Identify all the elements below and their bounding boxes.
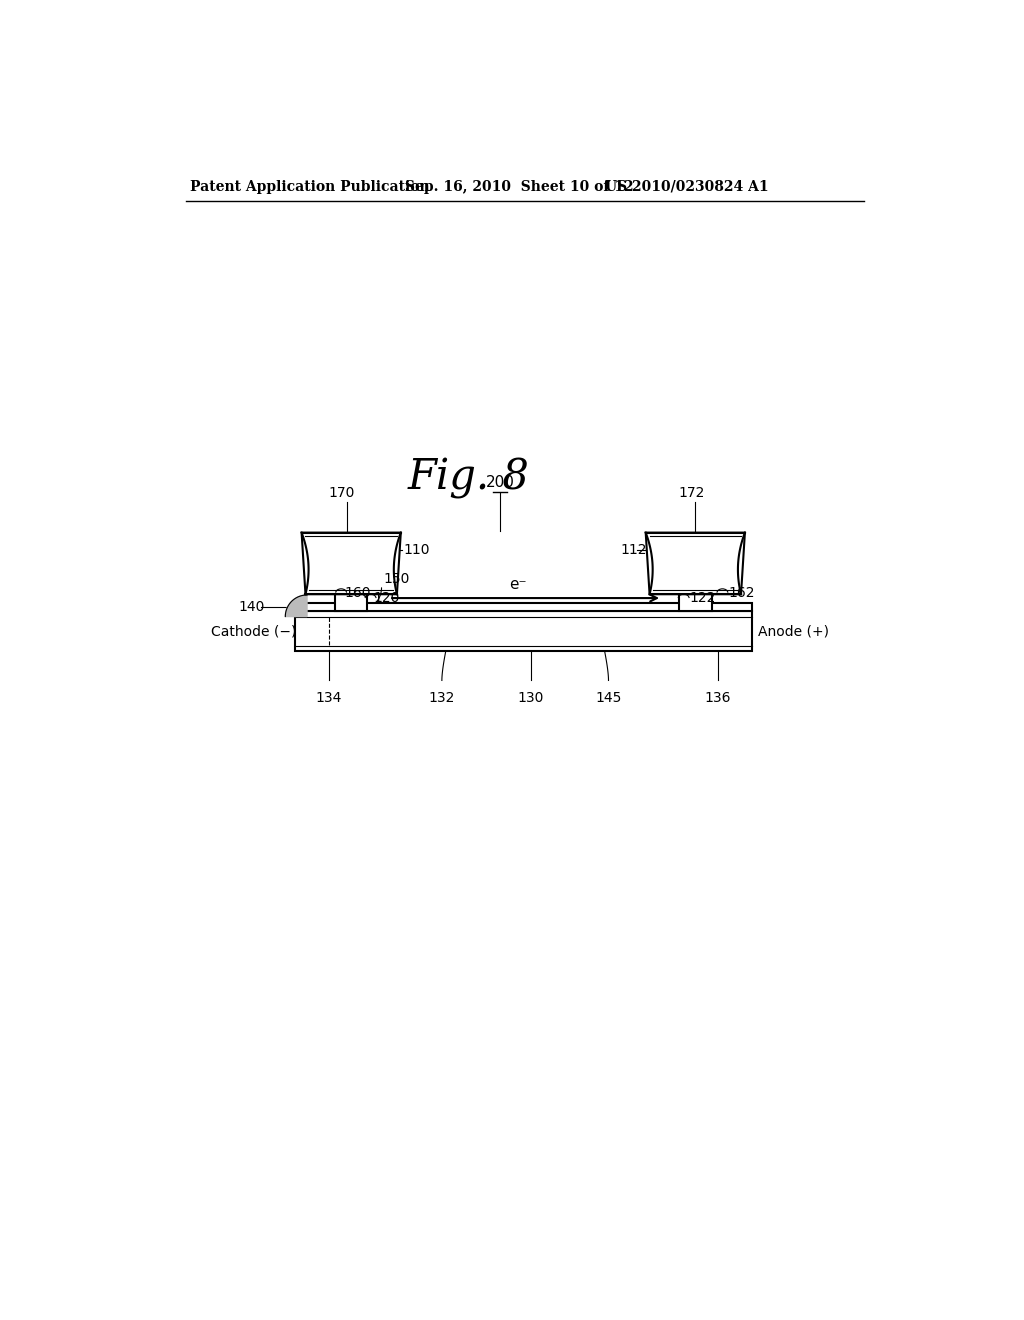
Bar — [679, 594, 712, 611]
Text: 122: 122 — [690, 591, 716, 605]
Text: 132: 132 — [429, 692, 455, 705]
Text: Patent Application Publication: Patent Application Publication — [190, 180, 430, 194]
Text: 150: 150 — [383, 572, 410, 586]
Bar — [295, 611, 752, 651]
Text: US 2010/0230824 A1: US 2010/0230824 A1 — [604, 180, 768, 194]
Bar — [295, 603, 752, 611]
Text: Anode (+): Anode (+) — [758, 624, 829, 638]
Text: 172: 172 — [678, 486, 705, 500]
Text: Cathode (−): Cathode (−) — [211, 624, 296, 638]
Text: e⁻: e⁻ — [509, 577, 526, 591]
Text: Sep. 16, 2010  Sheet 10 of 12: Sep. 16, 2010 Sheet 10 of 12 — [406, 180, 634, 194]
Text: 140: 140 — [239, 599, 265, 614]
Text: 145: 145 — [595, 692, 622, 705]
Text: 134: 134 — [315, 692, 342, 705]
Polygon shape — [302, 533, 400, 594]
Text: 130: 130 — [518, 692, 544, 705]
Text: 110: 110 — [403, 543, 430, 557]
Polygon shape — [646, 533, 744, 594]
Text: 120: 120 — [374, 591, 400, 605]
Text: 162: 162 — [729, 586, 755, 599]
Text: 160: 160 — [344, 586, 371, 599]
Polygon shape — [286, 595, 307, 616]
Text: 136: 136 — [705, 692, 731, 705]
Text: 200: 200 — [485, 475, 514, 490]
Text: Fig. 8: Fig. 8 — [408, 457, 530, 499]
Text: 170: 170 — [329, 486, 355, 500]
Text: 112: 112 — [621, 543, 646, 557]
Bar — [335, 594, 368, 611]
